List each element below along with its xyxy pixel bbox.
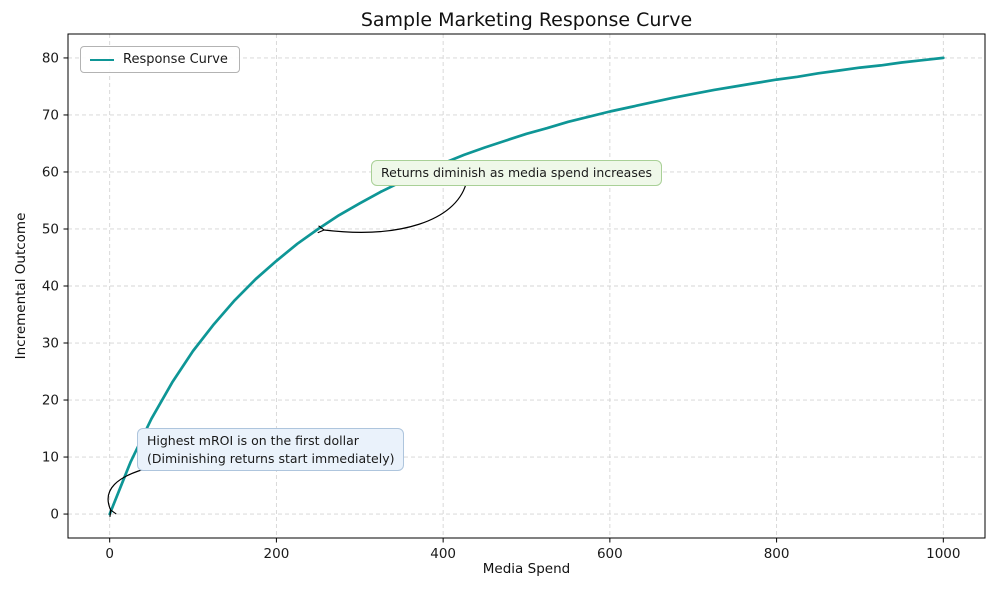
y-tick-label: 10: [42, 450, 59, 466]
y-tick-label: 50: [42, 221, 59, 237]
annotation-arrow-diminishing: [324, 183, 467, 232]
legend-line-sample: [90, 58, 114, 61]
y-tick-label: 60: [42, 164, 59, 180]
y-tick-label: 0: [50, 507, 59, 523]
x-tick-label: 0: [105, 546, 114, 562]
annotation-first-dollar: Highest mROI is on the first dollar (Dim…: [137, 428, 405, 471]
chart-title: Sample Marketing Response Curve: [360, 9, 693, 31]
y-tick-label: 40: [42, 279, 59, 295]
y-tick-label: 30: [42, 336, 59, 352]
x-tick-label: 200: [264, 546, 290, 562]
legend: Response Curve: [80, 46, 240, 73]
x-axis-label: Media Spend: [482, 561, 571, 577]
x-tick-label: 600: [597, 546, 623, 562]
y-axis-label: Incremental Outcome: [13, 212, 29, 360]
x-tick-label: 1000: [926, 546, 960, 562]
annotation-diminishing-returns: Returns diminish as media spend increase…: [371, 160, 663, 186]
legend-label: Response Curve: [123, 52, 228, 67]
y-tick-label: 70: [42, 107, 59, 123]
x-tick-label: 400: [430, 546, 456, 562]
y-tick-label: 20: [42, 393, 59, 409]
y-tick-label: 80: [42, 50, 59, 66]
x-tick-label: 800: [764, 546, 790, 562]
response-curve-line: [108, 56, 945, 516]
